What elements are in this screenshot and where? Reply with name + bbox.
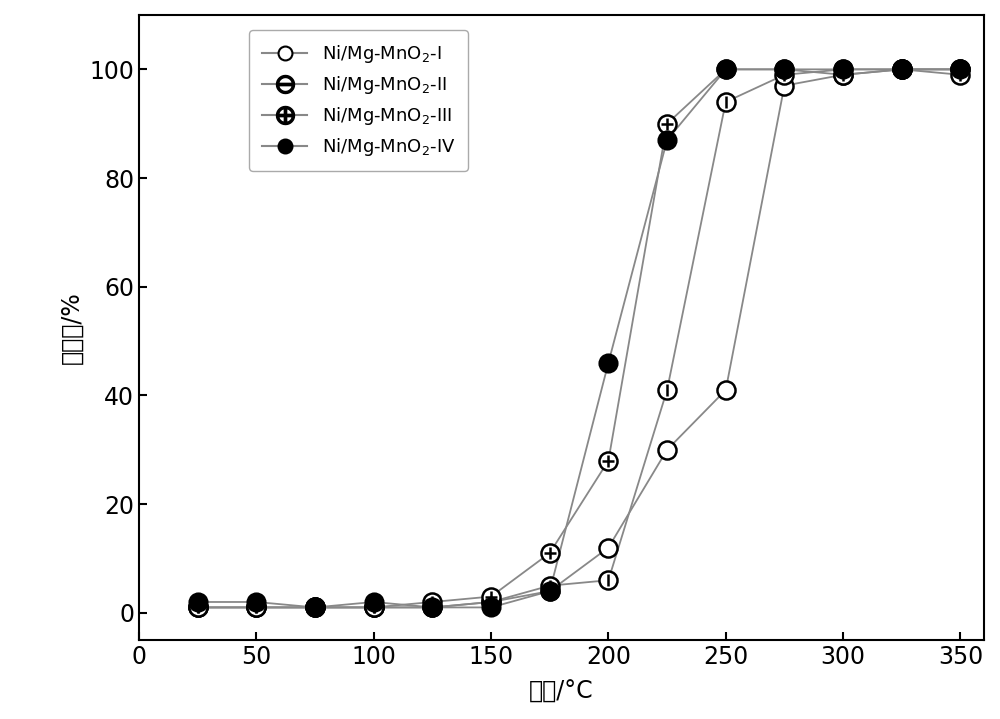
Legend: Ni/Mg-MnO$_2$-I, Ni/Mg-MnO$_2$-II, Ni/Mg-MnO$_2$-III, Ni/Mg-MnO$_2$-IV: Ni/Mg-MnO$_2$-I, Ni/Mg-MnO$_2$-II, Ni/Mg… <box>249 30 468 170</box>
X-axis label: 温度/°C: 温度/°C <box>529 680 594 704</box>
Text: 转化率/%: 转化率/% <box>59 291 83 364</box>
